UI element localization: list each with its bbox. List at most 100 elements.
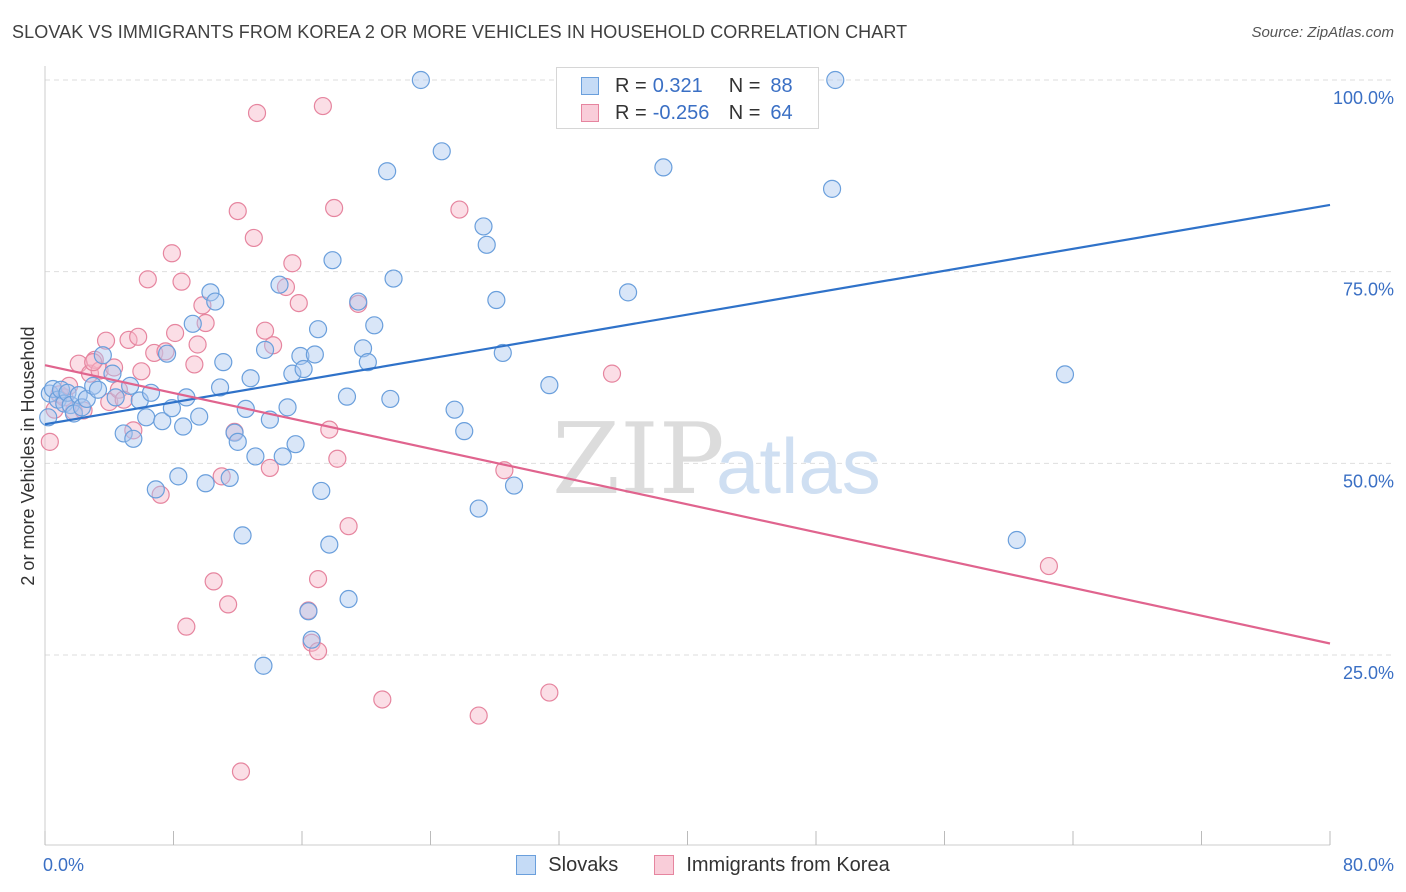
slovak-point — [153, 412, 172, 431]
korea-trend-line — [44, 364, 1331, 645]
slovak-point — [339, 589, 358, 609]
slovak-point — [183, 314, 202, 333]
korea-point — [188, 335, 207, 354]
korea-point — [100, 392, 119, 412]
slovak-point — [201, 283, 220, 302]
slovak-point — [540, 376, 559, 395]
slovak-point — [174, 417, 193, 436]
slovak-point — [270, 275, 289, 294]
slovak-point — [196, 474, 215, 493]
slovak-point — [308, 320, 328, 339]
korea-point — [96, 331, 116, 350]
slovak-point — [146, 480, 165, 499]
slovak-point — [378, 162, 397, 181]
legend-r-value: -0.256 — [652, 101, 710, 124]
slovak-point — [278, 398, 297, 417]
korea-point — [540, 683, 559, 702]
x-tick-label: 0.0% — [43, 855, 84, 875]
source-label: Source: ZipAtlas.com — [1251, 24, 1394, 41]
slovak-point — [822, 179, 842, 198]
slovak-point — [273, 447, 292, 466]
legend-n-label: N = — [728, 101, 761, 124]
korea-point — [469, 706, 488, 725]
slovak-point — [1055, 365, 1075, 384]
slovak-point — [93, 346, 112, 365]
slovak-point — [381, 389, 400, 409]
slovak-point — [169, 467, 188, 486]
korea-point — [231, 762, 251, 781]
y-tick-label: 75.0% — [1343, 280, 1394, 300]
slovak-point — [254, 656, 273, 675]
korea-point — [325, 198, 344, 218]
slovak-point — [477, 235, 496, 254]
korea-point — [177, 617, 196, 636]
slovak-point — [255, 340, 275, 359]
slovak-point — [233, 526, 252, 545]
slovak-point — [358, 353, 377, 372]
korea-point — [166, 323, 185, 343]
y-axis-title: 2 or more Vehicles in Household — [18, 326, 38, 585]
korea-point — [84, 353, 103, 372]
legend-swatch-pink — [654, 855, 675, 875]
slovak-point — [55, 394, 74, 413]
axes — [44, 66, 1331, 846]
watermark-atlas: atlas — [716, 422, 881, 510]
y-tick-label: 25.0% — [1343, 663, 1394, 683]
legend-item-slovaks: Slovaks — [516, 854, 618, 877]
korea-point — [255, 321, 275, 340]
korea-point — [228, 202, 247, 221]
korea-point — [196, 313, 215, 333]
series-slovaks-points — [39, 70, 1075, 675]
korea-point — [204, 572, 223, 591]
slovak-point — [349, 292, 368, 311]
slovak-point — [323, 251, 342, 270]
slovak-point — [618, 283, 638, 302]
slovak-point — [654, 158, 673, 177]
slovak-point — [305, 345, 324, 364]
slovak-point — [114, 424, 133, 443]
y-tick-label: 50.0% — [1343, 471, 1394, 491]
slovak-point — [137, 408, 156, 427]
korea-point — [132, 362, 151, 381]
slovak-point — [432, 142, 451, 161]
korea-point — [1039, 556, 1059, 576]
korea-point — [308, 569, 328, 589]
slovak-point — [493, 343, 512, 363]
slovak-point — [157, 344, 177, 363]
slovak-point — [337, 387, 357, 406]
korea-point — [185, 355, 204, 374]
legend-item-korea: Immigrants from Korea — [654, 854, 890, 877]
slovak-point — [228, 432, 247, 451]
slovak-point — [39, 408, 58, 427]
legend-swatch-pink — [581, 104, 599, 122]
slovak-point — [246, 447, 265, 466]
slovak-point — [1007, 530, 1026, 550]
slovak-point — [294, 359, 313, 379]
y-tick-label: 100.0% — [1333, 88, 1394, 108]
series-legend: Slovaks Immigrants from Korea — [0, 852, 1406, 878]
legend-swatch-blue — [581, 77, 599, 95]
korea-point — [283, 254, 302, 273]
korea-point — [289, 294, 308, 313]
korea-point — [602, 364, 622, 383]
slovak-point — [826, 70, 845, 90]
series-korea-points — [40, 96, 1059, 781]
legend-n-label: N = — [728, 74, 761, 97]
legend-label-slovaks: Slovaks — [548, 853, 619, 876]
legend-swatch-blue — [516, 855, 537, 875]
korea-point — [151, 485, 170, 504]
korea-point — [373, 690, 392, 709]
korea-point — [320, 420, 339, 439]
korea-point — [244, 228, 263, 248]
slovak-point — [124, 429, 143, 448]
slovak-point — [72, 398, 92, 417]
slovak-point — [312, 481, 331, 501]
korea-point — [328, 449, 347, 468]
slovak-point — [365, 316, 384, 335]
korea-point — [450, 200, 469, 219]
slovak-point — [353, 339, 373, 358]
legend-n-value: 88 — [770, 74, 793, 97]
trend-lines — [44, 203, 1331, 645]
korea-point — [138, 270, 157, 289]
korea-point — [129, 327, 148, 346]
